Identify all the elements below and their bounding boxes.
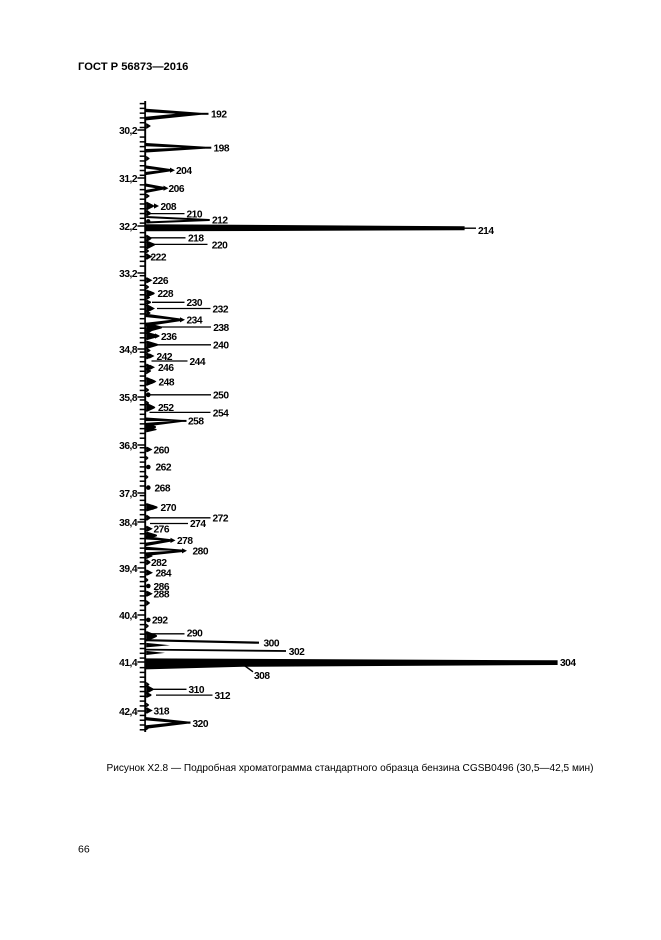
svg-text:318: 318 [154, 706, 170, 717]
svg-text:300: 300 [264, 639, 280, 650]
svg-text:234: 234 [187, 316, 203, 327]
svg-text:35,8: 35,8 [119, 393, 138, 404]
svg-text:254: 254 [213, 408, 229, 419]
svg-text:214: 214 [478, 226, 494, 237]
svg-text:42,4: 42,4 [119, 707, 138, 718]
svg-text:232: 232 [213, 304, 229, 315]
svg-text:34,8: 34,8 [119, 345, 138, 356]
svg-text:33,2: 33,2 [119, 269, 138, 280]
svg-text:222: 222 [151, 252, 167, 263]
svg-text:236: 236 [161, 332, 177, 343]
svg-text:250: 250 [213, 391, 229, 402]
svg-text:292: 292 [152, 616, 168, 627]
svg-text:238: 238 [213, 323, 229, 334]
svg-text:37,8: 37,8 [119, 489, 138, 500]
svg-text:32,2: 32,2 [119, 222, 138, 233]
svg-text:Рисунок Х2.8 — Подробная хрома: Рисунок Х2.8 — Подробная хроматограмма с… [107, 762, 594, 774]
svg-text:252: 252 [158, 403, 174, 414]
svg-text:288: 288 [154, 590, 170, 601]
svg-text:274: 274 [190, 519, 206, 530]
svg-text:204: 204 [176, 166, 192, 177]
svg-text:ГОСТ Р 56873—2016: ГОСТ Р 56873—2016 [78, 61, 188, 73]
svg-text:304: 304 [560, 658, 576, 669]
svg-text:244: 244 [190, 357, 206, 368]
svg-text:220: 220 [212, 241, 228, 252]
svg-text:282: 282 [151, 558, 167, 569]
svg-text:286: 286 [154, 582, 170, 593]
svg-text:39,4: 39,4 [119, 564, 138, 575]
svg-text:218: 218 [188, 234, 204, 245]
svg-text:280: 280 [193, 546, 209, 557]
svg-text:284: 284 [156, 569, 172, 580]
svg-text:226: 226 [153, 276, 169, 287]
svg-text:41,4: 41,4 [119, 658, 138, 669]
svg-text:208: 208 [161, 202, 177, 213]
svg-text:230: 230 [187, 298, 203, 309]
svg-text:278: 278 [177, 536, 193, 547]
svg-text:192: 192 [211, 109, 227, 120]
svg-text:262: 262 [156, 463, 172, 474]
svg-text:276: 276 [154, 525, 170, 536]
svg-text:66: 66 [78, 844, 90, 856]
svg-text:258: 258 [188, 417, 204, 428]
svg-text:246: 246 [158, 363, 174, 374]
svg-text:320: 320 [193, 719, 209, 730]
svg-text:270: 270 [161, 503, 177, 514]
svg-text:206: 206 [169, 184, 185, 195]
svg-text:30,2: 30,2 [119, 126, 138, 137]
svg-text:228: 228 [158, 289, 174, 300]
svg-text:40,4: 40,4 [119, 611, 138, 622]
svg-text:272: 272 [213, 514, 229, 525]
svg-text:268: 268 [155, 483, 171, 494]
svg-text:242: 242 [157, 352, 173, 363]
svg-text:212: 212 [212, 215, 228, 226]
svg-text:36,8: 36,8 [119, 441, 138, 452]
svg-text:312: 312 [215, 691, 231, 702]
svg-text:198: 198 [214, 144, 230, 155]
svg-text:240: 240 [213, 341, 229, 352]
svg-text:308: 308 [254, 671, 270, 682]
svg-text:260: 260 [154, 445, 170, 456]
svg-text:210: 210 [187, 209, 203, 220]
svg-text:290: 290 [187, 628, 203, 639]
svg-text:31,2: 31,2 [119, 174, 138, 185]
svg-text:302: 302 [289, 647, 305, 658]
svg-text:38,4: 38,4 [119, 518, 138, 529]
svg-text:310: 310 [189, 685, 205, 696]
svg-text:248: 248 [159, 377, 175, 388]
